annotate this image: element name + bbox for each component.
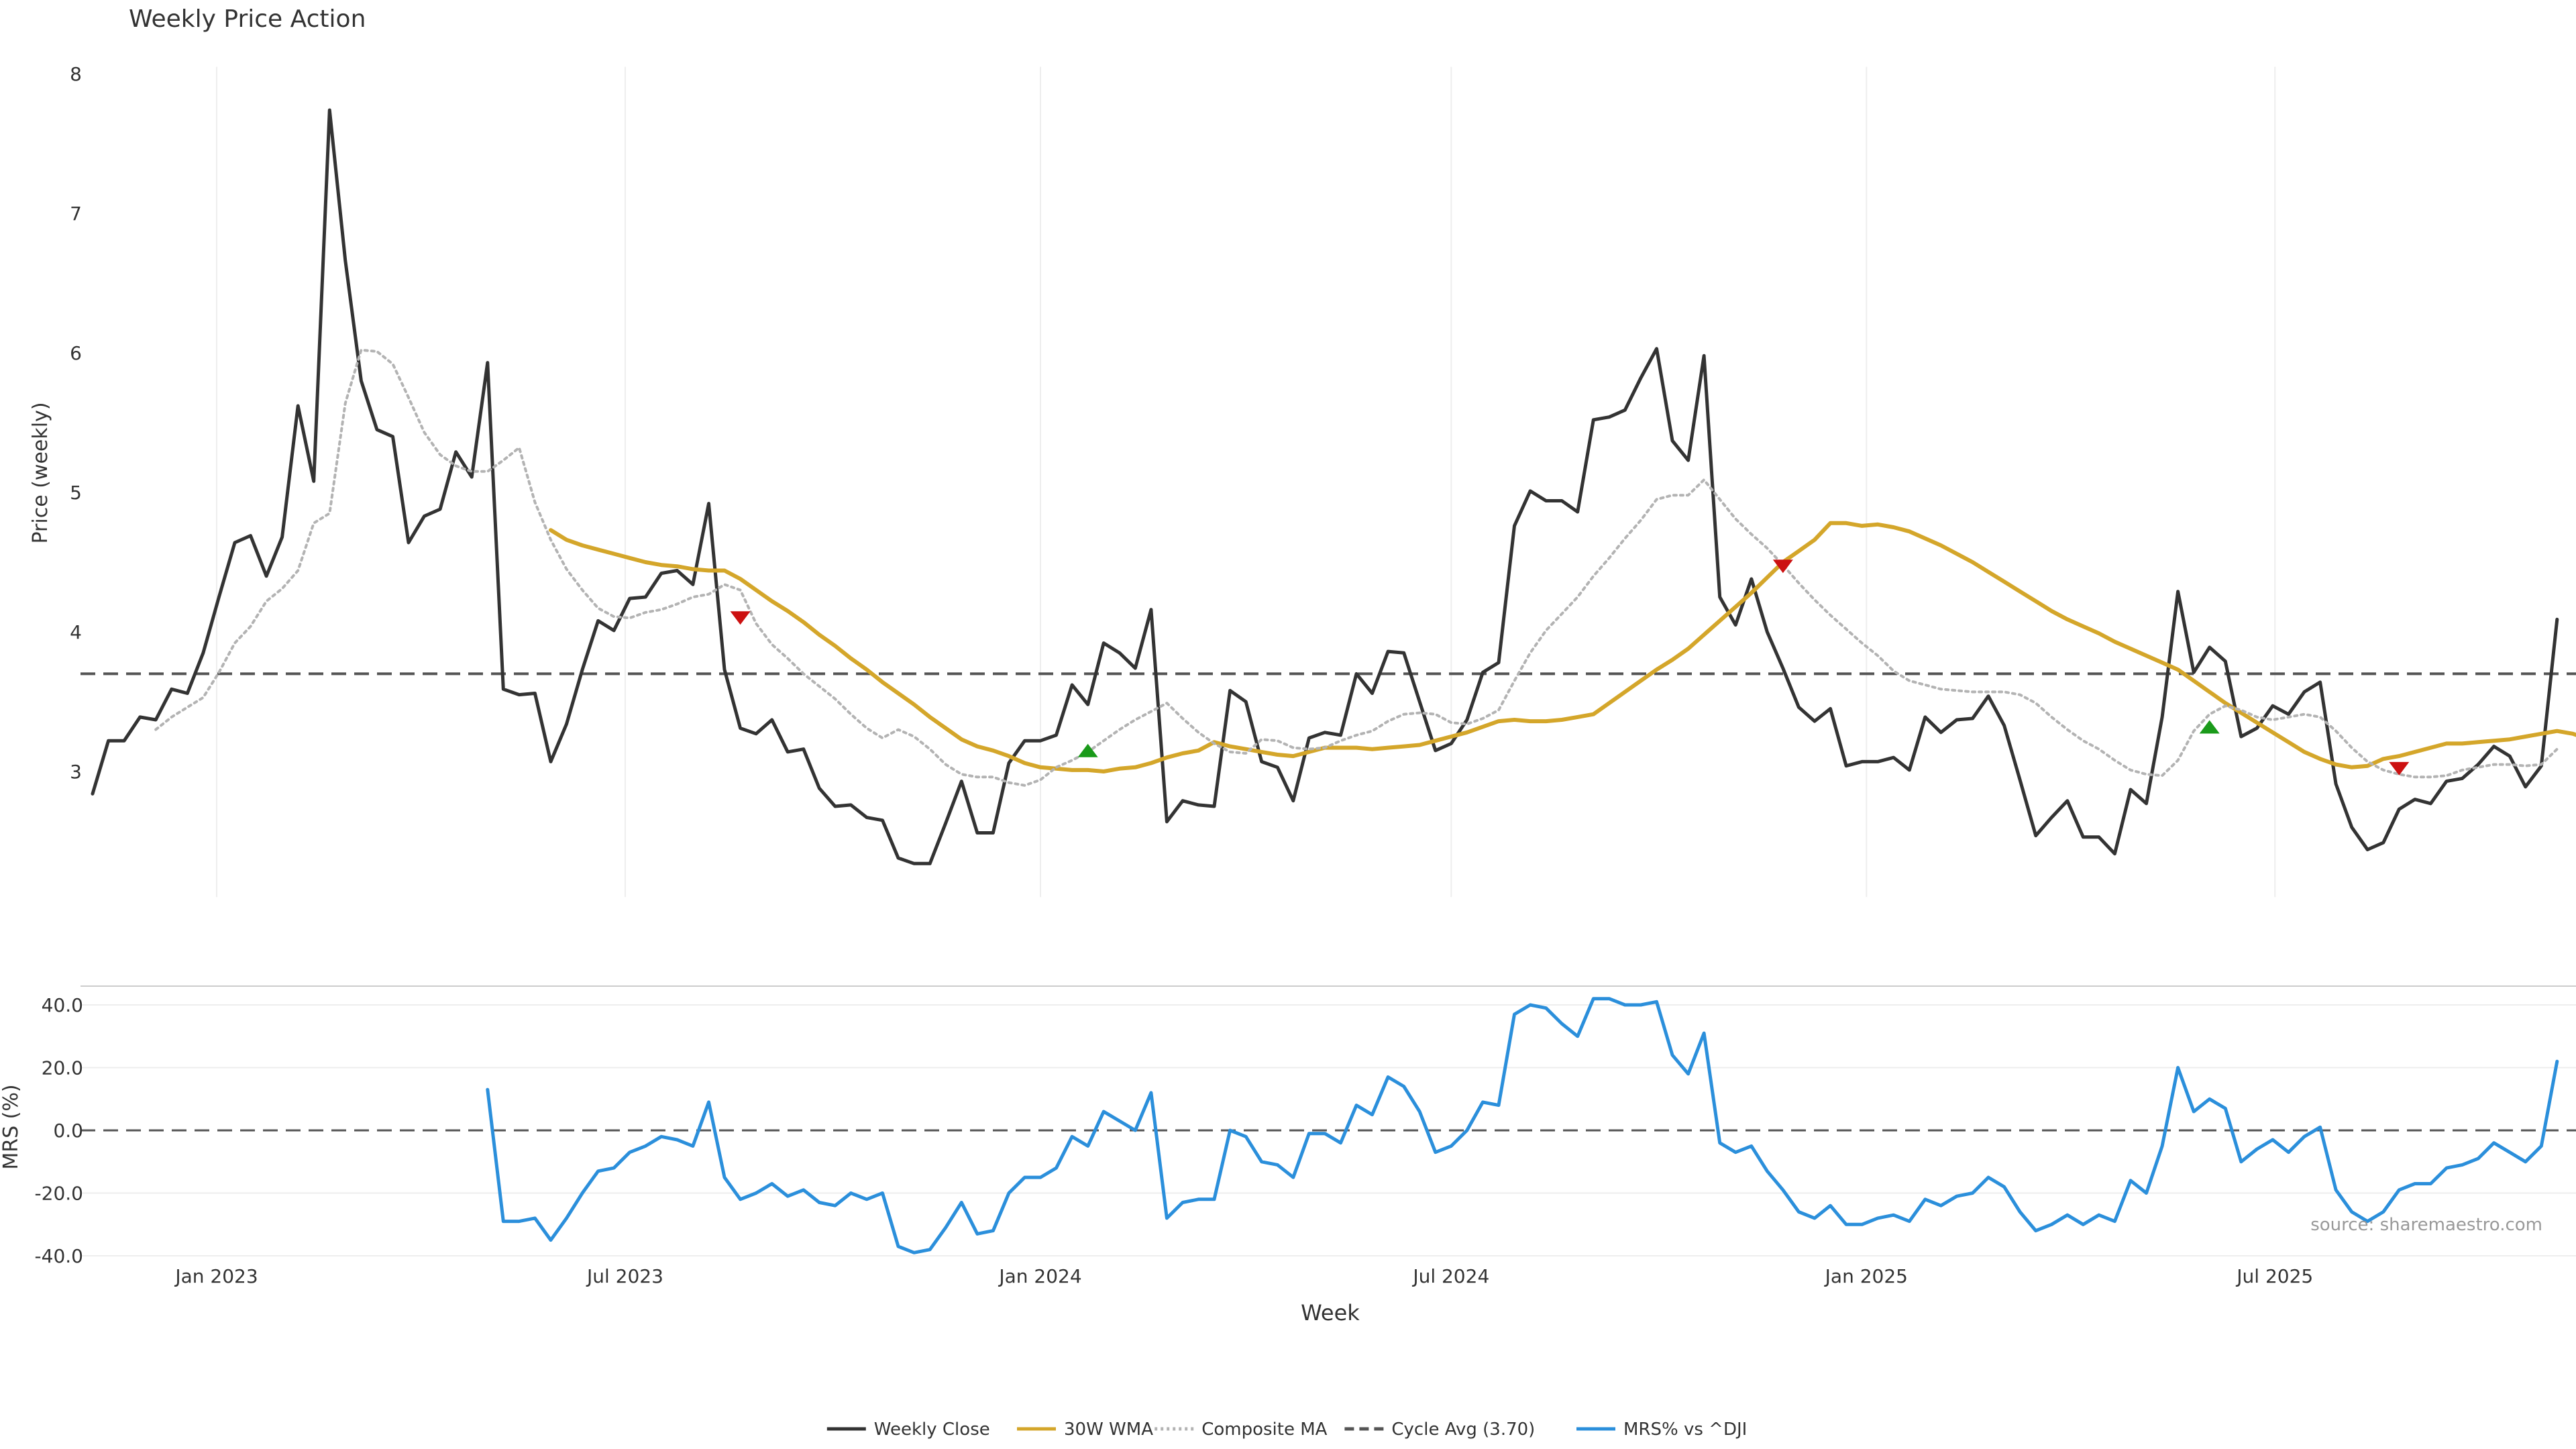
price-y-ticks: 3 4 5 6 7 8 <box>70 63 82 783</box>
price-y-tick-label: 3 <box>70 761 82 783</box>
price-y-tick-label: 4 <box>70 621 82 643</box>
x-tick-label: Jul 2024 <box>1411 1265 1489 1287</box>
legend-item-weekly-close: Weekly Close <box>826 1419 990 1440</box>
mrs-y-tick-label: 20.0 <box>42 1057 83 1079</box>
signal-marker-up <box>2199 720 2220 734</box>
source-label: source: sharemaestro.com <box>2310 1215 2542 1235</box>
signal-markers <box>730 559 2410 775</box>
x-tick-label: Jul 2023 <box>586 1265 663 1287</box>
mrs-y-tick-label: 0.0 <box>53 1120 83 1142</box>
signal-marker-down <box>1772 559 1793 574</box>
price-y-tick-label: 8 <box>70 63 82 85</box>
chart-title: Weekly Price Action <box>129 5 366 33</box>
legend-label: 30W WMA <box>1064 1419 1153 1440</box>
price-y-tick-label: 6 <box>70 342 82 364</box>
mrs-y-tick-label: 40.0 <box>42 994 83 1016</box>
legend-item-cycle-avg-3-70: Cycle Avg (3.70) <box>1344 1419 1535 1440</box>
legend-item-mrs-vs-dji: MRS% vs ^DJI <box>1576 1419 1747 1440</box>
price-y-tick-label: 7 <box>70 203 82 225</box>
signal-marker-down <box>2389 761 2410 775</box>
legend-item-composite-ma: Composite MA <box>1155 1419 1328 1440</box>
price-grid <box>216 66 2276 898</box>
legend-label: Weekly Close <box>874 1419 990 1440</box>
x-axis-label: Week <box>1301 1300 1360 1326</box>
x-tick-label: Jan 2023 <box>174 1265 258 1287</box>
mrs-y-axis-label: MRS (%) <box>0 1084 23 1169</box>
series-30w-wma <box>549 521 2576 773</box>
mrs-y-ticks: -40.0 -20.0 0.0 20.0 40.0 <box>35 994 83 1267</box>
mrs-y-tick-label: -40.0 <box>35 1245 83 1267</box>
legend: Weekly Close 30W WMA Composite MA Cycle Avg… <box>826 1419 1747 1440</box>
price-panel: Weekly Price Action 3 4 5 6 7 8 Price (weekly… <box>29 5 2576 898</box>
series-mrs-vs-dji <box>486 997 2559 1254</box>
price-y-tick-label: 5 <box>70 482 82 504</box>
signal-marker-up <box>1077 743 1098 757</box>
signal-marker-down <box>730 611 751 625</box>
legend-label: MRS% vs ^DJI <box>1623 1419 1747 1440</box>
price-y-axis-label: Price (weekly) <box>29 402 52 543</box>
x-axis-ticks: Jan 2023 Jul 2023 Jan 2024 Jul 2024 Jan 2025… <box>174 1265 2313 1287</box>
series-weekly-close <box>91 108 2559 865</box>
legend-label: Composite MA <box>1201 1419 1327 1440</box>
x-tick-label: Jan 2024 <box>998 1265 1081 1287</box>
price-series-group <box>91 108 2576 865</box>
x-tick-label: Jan 2025 <box>1824 1265 1908 1287</box>
mrs-panel: -40.0-20.00.020.040.0 Jan 2023 Jul 2023 Ja… <box>0 985 2576 1326</box>
mrs-y-tick-label: -20.0 <box>35 1183 83 1205</box>
series-composite-ma <box>154 348 2559 787</box>
mrs-series-group <box>486 997 2559 1254</box>
legend-item-30w-wma: 30W WMA <box>1017 1419 1153 1440</box>
mrs-grid <box>80 1004 2576 1256</box>
legend-label: Cycle Avg (3.70) <box>1391 1419 1535 1440</box>
x-tick-label: Jul 2025 <box>2235 1265 2313 1287</box>
